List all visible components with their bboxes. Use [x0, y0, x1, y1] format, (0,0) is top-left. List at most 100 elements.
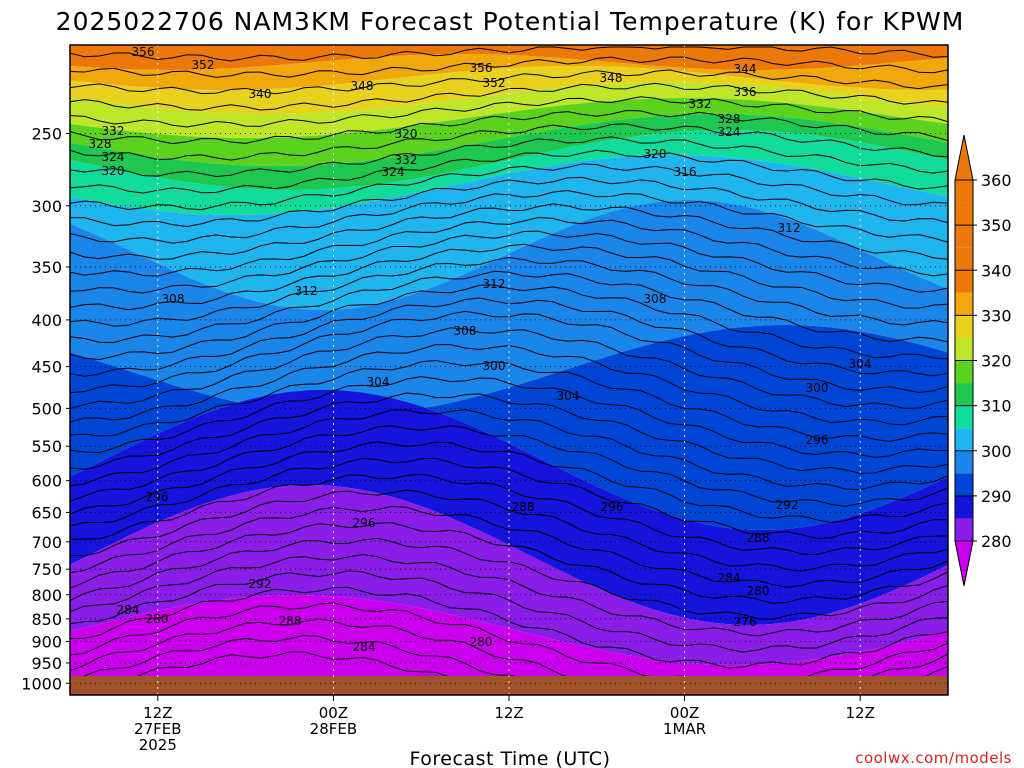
- colorbar-swatch: [955, 247, 973, 271]
- y-tick-label: 700: [31, 533, 62, 552]
- y-tick-label: 950: [31, 654, 62, 673]
- colorbar: 280 290 300 310 320 330 340 350 360: [954, 134, 1012, 587]
- contour-label: 280: [470, 635, 493, 649]
- x-tick-label: 27FEB: [134, 720, 181, 738]
- contour-label: 296: [601, 500, 624, 514]
- colorbar-swatch: [955, 428, 973, 451]
- contour-label: 300: [483, 359, 506, 373]
- contour-label: 348: [600, 71, 623, 85]
- contour-label: 280: [146, 612, 169, 626]
- contour-label: 284: [718, 571, 741, 585]
- y-tick-label: 550: [31, 437, 62, 456]
- contour-label: 332: [395, 153, 418, 167]
- colorbar-tick-label: 340: [981, 261, 1012, 280]
- contour-label: 304: [849, 357, 872, 371]
- colorbar-tick-label: 310: [981, 397, 1012, 416]
- isentrope-line: [69, 409, 949, 491]
- contour-label: 296: [146, 490, 169, 504]
- theta-band: [70, 54, 948, 90]
- isentrope-line: [69, 376, 949, 459]
- isentrope-line: [69, 243, 949, 311]
- y-tick-label: 1000: [21, 674, 62, 693]
- colorbar-swatch: [955, 292, 973, 316]
- x-tick-label: 12Z: [143, 704, 172, 722]
- contour-label: 304: [367, 375, 390, 389]
- colorbar-top-arrow: [954, 134, 974, 181]
- isentrope-line: [69, 56, 949, 78]
- y-tick-label: 750: [31, 560, 62, 579]
- contour-label: 332: [102, 124, 125, 138]
- x-tick-label: 28FEB: [310, 720, 357, 738]
- contour-label: 276: [734, 615, 757, 629]
- contour-label: 308: [162, 292, 185, 306]
- y-tick-label: 800: [31, 586, 62, 605]
- contour-label: 352: [192, 58, 215, 72]
- contour-label: 336: [734, 85, 757, 99]
- isentrope-line: [69, 176, 949, 228]
- contour-label: 292: [249, 577, 272, 591]
- x-tick-label: 12Z: [494, 704, 523, 722]
- colorbar-swatch: [955, 495, 973, 519]
- contour-label: 288: [279, 614, 302, 628]
- y-tick-label: 300: [31, 197, 62, 216]
- contour-label: 288: [512, 500, 535, 514]
- contour-label: 324: [382, 165, 405, 179]
- colorbar-swatch: [955, 270, 973, 293]
- contour-label: 288: [747, 531, 770, 545]
- isentrope-line: [69, 257, 949, 327]
- colorbar-swatch: [955, 518, 973, 541]
- x-tick-label: 1MAR: [663, 720, 706, 738]
- x-axis-label: Forecast Time (UTC): [410, 748, 611, 768]
- contour-label: 344: [734, 62, 757, 76]
- isentrope-line: [69, 327, 949, 410]
- contour-label: 328: [718, 112, 741, 126]
- contour-label: 356: [132, 45, 155, 59]
- x-tick-label: 12Z: [846, 704, 875, 722]
- colorbar-swatch: [955, 315, 973, 338]
- colorbar-tick-label: 330: [981, 306, 1012, 325]
- colorbar-tick-label: 360: [981, 171, 1012, 190]
- isentrope-line: [69, 441, 949, 524]
- isentrope-line: [69, 136, 949, 178]
- colorbar-tick-label: 350: [981, 216, 1012, 235]
- colorbar-swatch: [955, 450, 973, 474]
- contour-label: 284: [117, 603, 140, 617]
- y-tick-label: 500: [31, 399, 62, 418]
- contour-label: 340: [249, 87, 272, 101]
- contour-label: 324: [718, 125, 741, 139]
- theta-band: [70, 325, 948, 530]
- colorbar-tick-label: 290: [981, 487, 1012, 506]
- colorbar-swatch: [955, 202, 973, 226]
- theta-band: [70, 485, 948, 665]
- theta-band: [70, 98, 948, 166]
- isentrope-line: [69, 489, 949, 572]
- contour-label: 312: [778, 221, 801, 235]
- contour-label: 316: [674, 165, 697, 179]
- isentrope-line: [69, 284, 949, 361]
- theta-band: [70, 82, 948, 138]
- contour-label: 356: [470, 61, 493, 75]
- isentrope-line: [69, 522, 949, 604]
- colorbar-tick-label: 320: [981, 352, 1012, 371]
- isentrope-line: [69, 392, 949, 474]
- y-tick-label: 900: [31, 632, 62, 651]
- y-tick-label: 850: [31, 610, 62, 629]
- x-tick-label: 2025: [139, 736, 177, 754]
- isentrope-line: [69, 217, 949, 277]
- colorbar-swatch: [955, 405, 973, 429]
- isentrope-line: [69, 123, 949, 161]
- isentrope-line: [69, 69, 949, 95]
- colorbar-swatch: [955, 337, 973, 361]
- isentrope-line: [69, 230, 949, 294]
- y-tick-label: 250: [31, 124, 62, 143]
- surface-ground: [70, 676, 948, 695]
- contour-label: 308: [454, 324, 477, 338]
- theta-band: [70, 45, 948, 70]
- isentrope-line: [69, 149, 949, 194]
- chart-title: 2025022706 NAM3KM Forecast Potential Tem…: [56, 7, 965, 36]
- contour-label: 280: [747, 584, 770, 598]
- grid-lines: [70, 45, 948, 695]
- isentrope-line: [69, 163, 949, 211]
- colorbar-swatch: [955, 225, 973, 248]
